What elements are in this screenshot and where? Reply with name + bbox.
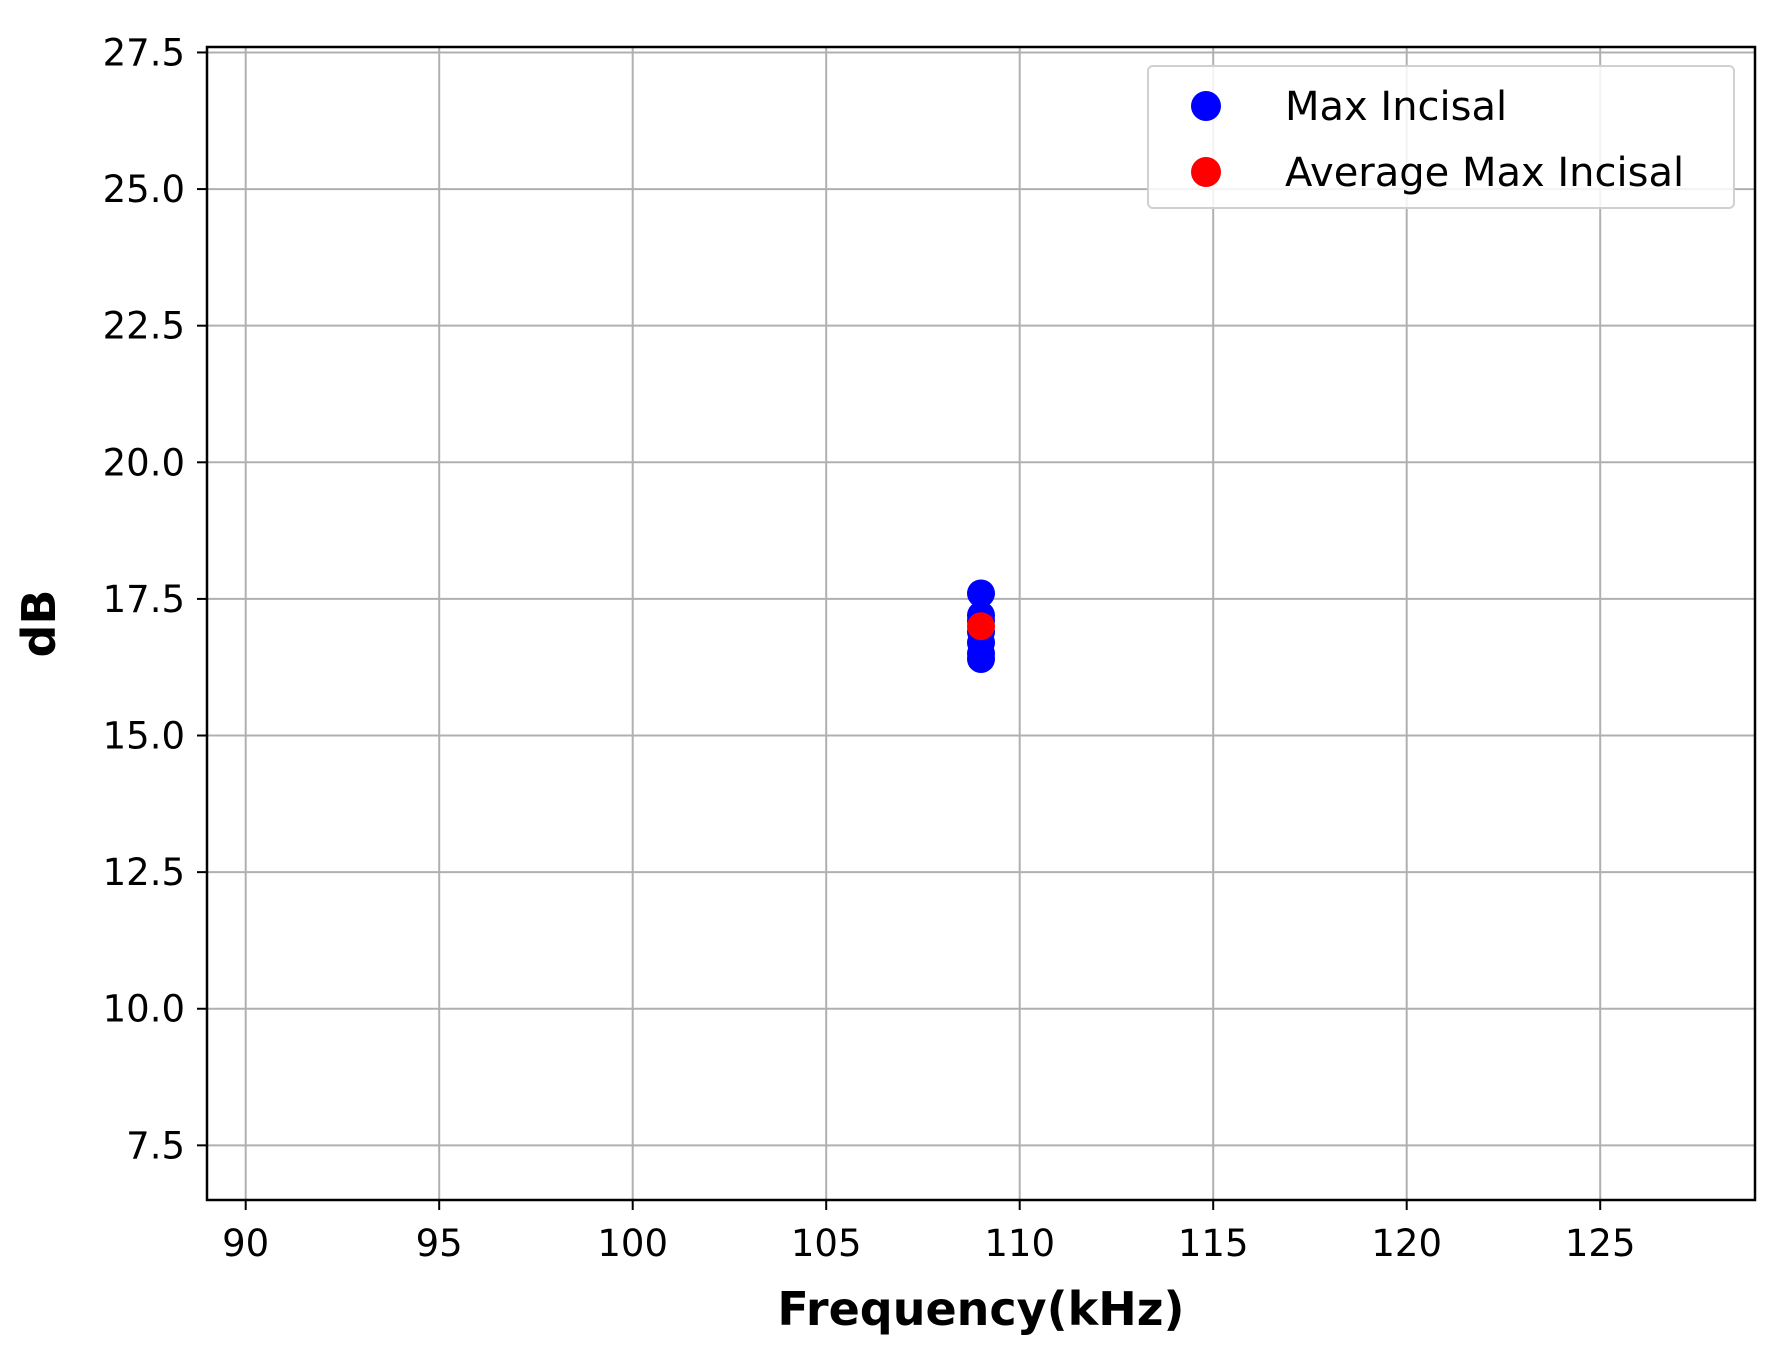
legend-label-max-incisal: Max Incisal xyxy=(1285,84,1507,130)
y-tick-label: 7.5 xyxy=(126,1124,185,1167)
x-tick-label: 100 xyxy=(597,1222,668,1265)
legend-marker-average-max-incisal xyxy=(1191,157,1221,187)
x-tick-label: 115 xyxy=(1178,1222,1249,1265)
y-tick-label: 17.5 xyxy=(103,578,185,621)
plot-area-frame xyxy=(205,45,1757,1202)
y-tick-label: 12.5 xyxy=(103,851,185,894)
x-tick-label: 110 xyxy=(984,1222,1055,1265)
max-incisal-point xyxy=(967,645,995,674)
average-max-incisal-point xyxy=(967,612,995,641)
x-axis-label: Frequency(kHz) xyxy=(777,1282,1184,1336)
legend-marker-max-incisal xyxy=(1191,91,1221,121)
legend: Max Incisal Average Max Incisal xyxy=(1147,65,1735,209)
max-incisal-point xyxy=(967,579,995,608)
x-tick-label: 105 xyxy=(791,1222,862,1265)
legend-label-average-max-incisal: Average Max Incisal xyxy=(1285,150,1684,196)
y-tick-label: 22.5 xyxy=(103,305,185,348)
y-tick-label: 15.0 xyxy=(103,715,185,758)
x-tick-label: 95 xyxy=(416,1222,463,1265)
axis-ticks: 90 95 100 105 110 115 120 125 7.5 10.0 12.5 15.0 17.… xyxy=(103,31,1636,1265)
y-tick-label: 25.0 xyxy=(103,168,185,211)
legend-box xyxy=(1147,65,1735,209)
y-tick-label: 10.0 xyxy=(103,988,185,1031)
x-tick-label: 125 xyxy=(1565,1222,1636,1265)
x-tick-label: 120 xyxy=(1371,1222,1442,1265)
y-axis-label: dB xyxy=(12,590,66,658)
x-tick-label: 90 xyxy=(222,1222,269,1265)
y-tick-label: 27.5 xyxy=(103,31,185,74)
y-tick-label: 20.0 xyxy=(103,441,185,484)
data-points xyxy=(967,579,995,674)
